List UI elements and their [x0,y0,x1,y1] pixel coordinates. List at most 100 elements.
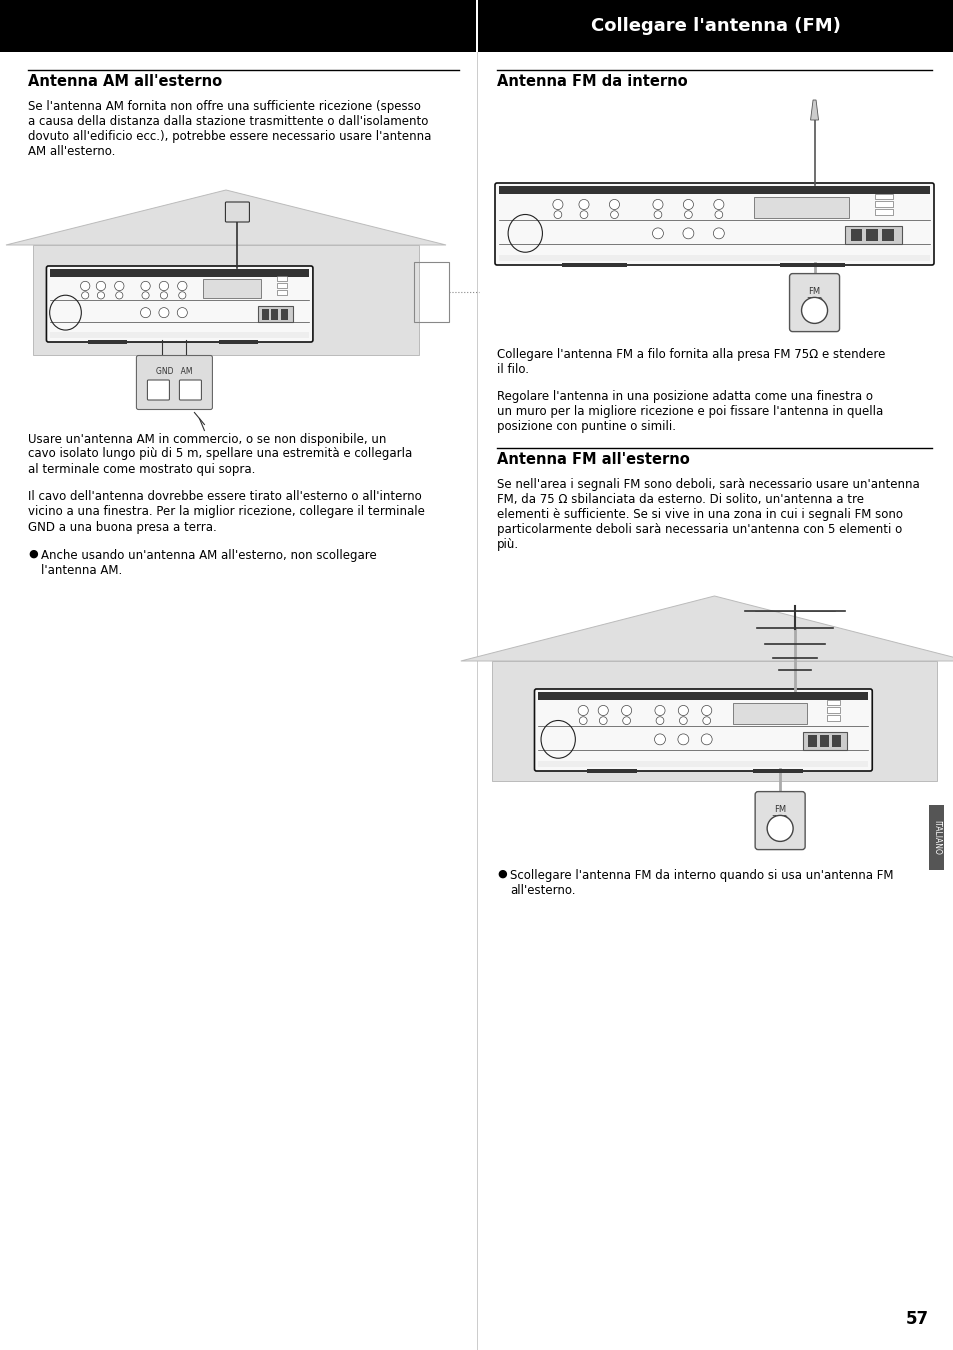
Bar [498,255,929,261]
Circle shape [598,706,608,716]
Circle shape [97,292,105,298]
Bar [276,284,287,288]
Bar [826,707,840,713]
Circle shape [652,200,662,209]
FancyBboxPatch shape [534,688,871,771]
Circle shape [140,308,151,317]
Text: ITALIANO: ITALIANO [931,819,940,855]
Circle shape [578,706,588,716]
FancyBboxPatch shape [495,184,933,265]
Circle shape [552,200,562,209]
Circle shape [622,717,630,725]
Bar [882,230,893,240]
Circle shape [766,815,792,841]
Polygon shape [810,100,818,120]
Bar [203,279,261,298]
Circle shape [713,228,723,239]
Circle shape [610,211,618,219]
Text: Il cavo dell'antenna dovrebbe essere tirato all'esterno o all'interno
vicino a u: Il cavo dell'antenna dovrebbe essere tir… [28,490,424,533]
Circle shape [159,281,169,290]
Circle shape [801,297,826,324]
Bar [865,230,877,240]
Bar [477,0,953,53]
Circle shape [141,281,150,290]
Text: GND   AM: GND AM [156,367,193,377]
Circle shape [713,200,723,209]
Bar [51,332,309,338]
Circle shape [684,211,692,219]
Bar [561,263,627,267]
Polygon shape [460,595,953,662]
FancyBboxPatch shape [148,379,170,400]
Bar [753,769,802,774]
Bar [276,275,287,281]
Circle shape [654,706,664,716]
Bar [537,761,867,767]
Bar [875,201,892,207]
Text: Regolare l'antenna in una posizione adatta come una finestra o
un muro per la mi: Regolare l'antenna in una posizione adat… [497,390,882,433]
Circle shape [656,717,663,725]
Bar [928,805,943,869]
Bar [498,186,929,194]
Text: Anche usando un'antenna AM all'esterno, non scollegare
l'antenna AM.: Anche usando un'antenna AM all'esterno, … [41,548,376,576]
Bar [875,209,892,215]
Bar [51,269,309,277]
Text: FM
75Ω: FM 75Ω [805,288,822,306]
Bar [33,244,418,355]
FancyBboxPatch shape [755,791,804,849]
Bar [414,262,449,323]
Circle shape [96,281,106,290]
Text: 57: 57 [905,1310,928,1328]
Circle shape [178,292,186,298]
Bar [0,0,476,53]
Circle shape [678,706,688,716]
Circle shape [80,281,90,290]
Polygon shape [6,190,446,244]
Circle shape [678,734,688,745]
Text: Usare un'antenna AM in commercio, o se non disponibile, un
cavo isolato lungo pi: Usare un'antenna AM in commercio, o se n… [28,432,412,475]
Text: Se nell'area i segnali FM sono deboli, sarà necessario usare un'antenna
FM, da 7: Se nell'area i segnali FM sono deboli, s… [497,478,919,551]
Circle shape [177,308,187,317]
Circle shape [654,211,661,219]
Bar [586,769,636,774]
Circle shape [679,717,686,725]
Circle shape [82,292,89,298]
Circle shape [554,211,561,219]
Circle shape [700,734,712,745]
Bar [826,699,840,705]
Bar [258,306,293,323]
Circle shape [142,292,149,298]
FancyBboxPatch shape [225,202,249,221]
Text: ●: ● [497,869,506,879]
Circle shape [115,292,123,298]
Circle shape [579,211,587,219]
Bar [820,734,828,747]
Bar [875,193,892,198]
Text: Se l'antenna AM fornita non offre una sufficiente ricezione (spesso
a causa dell: Se l'antenna AM fornita non offre una su… [28,100,431,158]
Bar [280,309,288,320]
Bar [537,693,867,701]
Circle shape [159,308,169,317]
Text: Scollegare l'antenna FM da interno quando si usa un'antenna FM
all'esterno.: Scollegare l'antenna FM da interno quand… [510,869,893,896]
Text: Collegare l'antenna FM a filo fornita alla presa FM 75Ω e stendere
il filo.: Collegare l'antenna FM a filo fornita al… [497,348,884,377]
Circle shape [700,706,711,716]
Bar [844,227,901,243]
FancyBboxPatch shape [179,379,201,400]
Circle shape [598,717,606,725]
Circle shape [160,292,168,298]
Text: ●: ● [28,548,38,559]
Circle shape [578,200,588,209]
Bar [850,230,862,240]
Bar [219,340,258,344]
Bar [753,197,848,217]
Circle shape [114,281,124,290]
Circle shape [702,717,710,725]
Text: Antenna FM da interno: Antenna FM da interno [497,74,687,89]
Text: Antenna AM all'esterno: Antenna AM all'esterno [28,74,222,89]
Circle shape [578,717,586,725]
Bar [492,662,936,782]
Bar [276,290,287,296]
Circle shape [177,281,187,290]
Bar [807,734,816,747]
Circle shape [682,228,693,239]
